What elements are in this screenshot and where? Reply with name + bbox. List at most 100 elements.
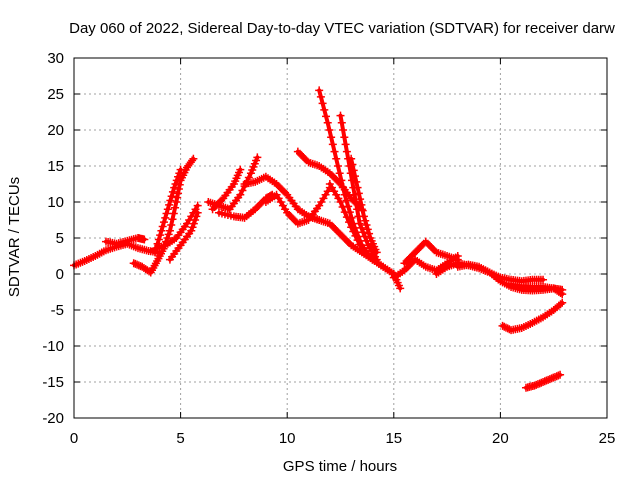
data-point bbox=[558, 290, 567, 299]
data-point-marker bbox=[339, 183, 348, 192]
y-tick-label: -5 bbox=[51, 302, 64, 319]
data-point-marker bbox=[158, 222, 167, 231]
data-point-marker bbox=[349, 227, 358, 236]
data-point bbox=[187, 226, 196, 235]
data-point bbox=[336, 111, 345, 120]
data-point-marker bbox=[365, 229, 374, 238]
series-arc-2 bbox=[101, 234, 149, 248]
data-point-marker bbox=[168, 187, 177, 196]
axis-layer: 0 5 10 15 20 25 -20 -15 -10 -5 0 5 10 15 20 25 30 bbox=[42, 50, 615, 447]
y-tick-label: 10 bbox=[47, 194, 64, 211]
x-axis-label: GPS time / hours bbox=[283, 458, 397, 475]
data-point-marker bbox=[348, 160, 357, 169]
data-point bbox=[176, 165, 185, 174]
y-tick-label: 0 bbox=[56, 266, 64, 283]
data-point-marker bbox=[322, 112, 331, 121]
data-point-marker bbox=[340, 208, 349, 217]
data-point-marker bbox=[350, 172, 359, 181]
series-arc-14 bbox=[336, 111, 381, 264]
data-point-marker bbox=[330, 147, 339, 156]
data-point bbox=[353, 183, 362, 192]
data-point-marker bbox=[167, 221, 176, 230]
x-tick-label: 0 bbox=[70, 430, 78, 447]
data-point-marker bbox=[189, 219, 198, 228]
data-point-marker bbox=[337, 176, 346, 185]
data-point-marker bbox=[341, 140, 350, 149]
series-arc-22 bbox=[507, 280, 567, 299]
data-point bbox=[172, 198, 181, 206]
data-point bbox=[558, 298, 567, 307]
data-point-marker bbox=[171, 180, 180, 188]
y-tick-label: -15 bbox=[42, 374, 64, 391]
data-point-marker bbox=[342, 213, 351, 222]
data-point bbox=[539, 275, 548, 284]
data-point-marker bbox=[328, 140, 337, 149]
data-point-marker bbox=[353, 205, 362, 214]
series-layer bbox=[70, 86, 567, 392]
data-point-marker bbox=[164, 230, 173, 239]
data-point-marker bbox=[161, 213, 170, 222]
data-point-marker bbox=[168, 215, 177, 224]
data-point-marker bbox=[360, 232, 369, 241]
data-point-marker bbox=[338, 203, 347, 212]
data-point-marker bbox=[325, 126, 334, 134]
data-point-marker bbox=[188, 156, 197, 165]
data-point bbox=[342, 147, 351, 156]
x-tick-label: 15 bbox=[385, 430, 402, 447]
data-point-marker bbox=[357, 200, 366, 209]
data-point bbox=[157, 226, 166, 235]
x-tick-label: 20 bbox=[492, 430, 509, 447]
data-point-marker bbox=[358, 206, 367, 215]
data-point-marker bbox=[167, 192, 176, 201]
data-point-marker bbox=[355, 240, 364, 249]
series-arc-8 bbox=[208, 165, 245, 214]
data-point-marker bbox=[159, 218, 168, 227]
y-tick-label: -10 bbox=[42, 338, 64, 355]
data-point-marker bbox=[337, 118, 346, 127]
data-point bbox=[170, 183, 179, 192]
y-axis-label: SDTVAR / TECUs bbox=[6, 177, 23, 297]
data-point-marker bbox=[238, 186, 247, 195]
data-point-marker bbox=[174, 189, 183, 198]
data-point bbox=[140, 235, 149, 244]
series-arc-6 bbox=[165, 208, 202, 264]
data-point-marker bbox=[351, 198, 360, 206]
data-point-marker bbox=[363, 225, 372, 234]
data-point bbox=[396, 284, 405, 293]
data-point-marker bbox=[188, 223, 197, 232]
data-point bbox=[359, 212, 368, 221]
data-point-marker bbox=[356, 195, 365, 204]
data-point-marker bbox=[335, 169, 344, 178]
data-point bbox=[165, 226, 174, 235]
data-point-marker bbox=[169, 209, 178, 218]
series-arc-23 bbox=[498, 298, 567, 335]
data-point-marker bbox=[316, 92, 325, 101]
data-point-marker bbox=[340, 133, 349, 142]
data-point-marker bbox=[162, 209, 171, 218]
data-point bbox=[372, 248, 381, 257]
data-point bbox=[347, 223, 356, 232]
data-point-marker bbox=[362, 221, 371, 230]
y-tick-label: -20 bbox=[42, 410, 64, 427]
data-point-marker bbox=[352, 177, 361, 186]
data-point-marker bbox=[357, 223, 366, 232]
data-point-marker bbox=[154, 235, 163, 244]
data-point bbox=[315, 86, 324, 95]
data-point-marker bbox=[174, 185, 183, 194]
data-point-marker bbox=[349, 166, 358, 175]
data-point-marker bbox=[351, 231, 360, 240]
y-tick-label: 25 bbox=[47, 86, 64, 103]
data-point bbox=[556, 370, 565, 379]
data-point bbox=[453, 252, 462, 260]
series-arc-24 bbox=[521, 370, 565, 392]
data-point bbox=[193, 201, 202, 210]
y-tick-label: 20 bbox=[47, 122, 64, 139]
x-tick-label: 5 bbox=[176, 430, 184, 447]
data-point-marker bbox=[174, 172, 183, 181]
data-point bbox=[253, 153, 262, 162]
data-point bbox=[332, 154, 341, 163]
data-point bbox=[347, 154, 356, 163]
data-point-marker bbox=[556, 300, 565, 309]
series-arc-15 bbox=[347, 154, 381, 257]
